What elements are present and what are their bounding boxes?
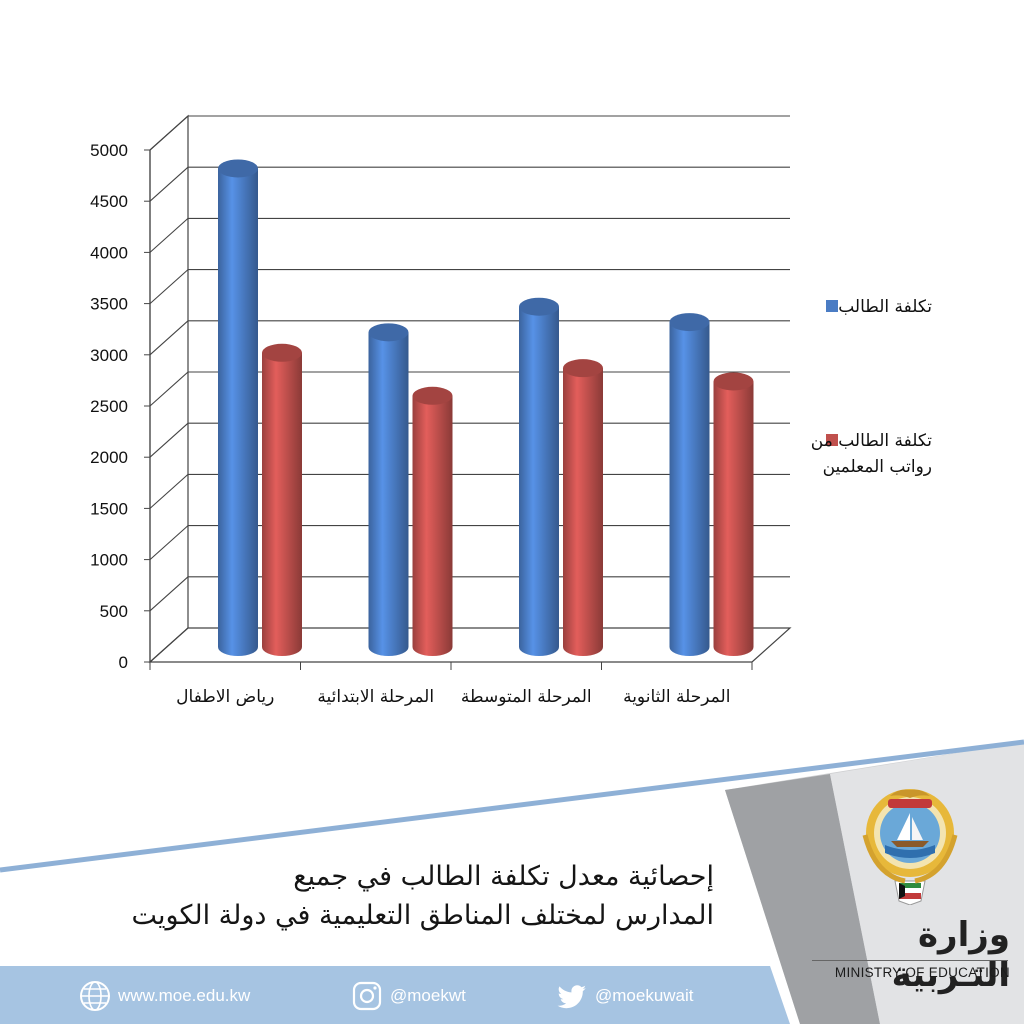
- y-tick-label: 4500: [90, 192, 128, 211]
- gridline-diagonal: [149, 217, 189, 253]
- bar: [412, 386, 453, 657]
- labels-layer: 0 500 1000 1500 2000 2500 3000 3500 4000 4500 5000…: [90, 141, 730, 707]
- footer-band: [0, 966, 790, 1024]
- gridline-diagonal: [149, 627, 189, 663]
- legend-swatch-red: [826, 434, 838, 446]
- ministry-name-arabic: وزارة التـربية: [891, 915, 1010, 995]
- gridline-diagonal: [149, 473, 189, 509]
- bar-top: [218, 159, 258, 178]
- bar-body: [368, 332, 409, 657]
- bar-top: [563, 359, 603, 378]
- y-tick-label: 4000: [90, 243, 128, 262]
- bar-body: [218, 168, 258, 657]
- chart-legend: تكلفة الطالب تكلفة الطالب من رواتب المعل…: [811, 290, 970, 490]
- bar: [519, 297, 559, 656]
- gray-panel-shade: [725, 774, 880, 1024]
- gridline-diagonal: [149, 525, 189, 561]
- y-tick-label: 1000: [90, 551, 128, 570]
- x-tick-label: المرحلة الثانوية: [623, 687, 730, 707]
- bars-layer: [218, 159, 754, 657]
- bar: [262, 343, 302, 656]
- caption-line-1: إحصائية معدل تكلفة الطالب في جميع: [293, 861, 714, 892]
- legend-label-line1: تكلفة الطالب من: [810, 431, 932, 451]
- bar-top: [262, 343, 302, 362]
- x-tick-label: المرحلة المتوسطة: [461, 687, 592, 707]
- gridline-diagonal: [149, 320, 189, 356]
- gridline-diagonal: [149, 115, 189, 151]
- caption-line-2: المدارس لمختلف المناطق التعليمية في دولة…: [131, 900, 714, 931]
- y-tick-label: 2000: [90, 448, 128, 467]
- footer-bar: www.moe.edu.kw @moekwt @moekuwait: [0, 965, 1024, 1024]
- twitter-text: @moekuwait: [595, 986, 694, 1005]
- y-tick-label: 1500: [90, 499, 128, 518]
- bar: [563, 359, 603, 656]
- twitter-icon: [557, 985, 586, 1009]
- website-text: www.moe.edu.kw: [118, 986, 251, 1005]
- bar-body: [262, 352, 302, 656]
- bar-top: [669, 313, 710, 332]
- bar-top: [412, 386, 453, 405]
- bar-top: [368, 323, 409, 342]
- ministry-divider: [812, 960, 1008, 961]
- bar-body: [713, 381, 754, 657]
- gridline-diagonal: [149, 269, 189, 305]
- gridline-diagonal: [149, 576, 189, 612]
- bar-body: [563, 368, 603, 656]
- y-tick-label: 3500: [90, 295, 128, 314]
- x-tick-label: المرحلة الابتدائية: [317, 687, 434, 707]
- legend-item-teacher-salaries: تكلفة الطالب من رواتب المعلمين: [811, 428, 970, 488]
- legend-label: تكلفة الطالب: [838, 297, 932, 317]
- ministry-name-english: MINISTRY OF EDUCATION: [834, 965, 1010, 980]
- bar-body: [412, 395, 453, 657]
- bar-chart: 0 500 1000 1500 2000 2500 3000 3500 4000 4500 5000…: [90, 114, 792, 707]
- y-tick-label: 0: [119, 653, 128, 672]
- bar: [368, 323, 409, 657]
- legend-item-student-cost: تكلفة الطالب: [820, 294, 970, 324]
- blue-divider-line: [0, 739, 1024, 873]
- instagram-text: @moekwt: [390, 986, 466, 1005]
- legend-swatch-blue: [826, 300, 838, 312]
- gridline-diagonal: [149, 371, 189, 407]
- instagram-icon: [352, 981, 382, 1011]
- y-tick-label: 5000: [90, 141, 128, 160]
- x-tick-label: رياض الاطفال: [176, 687, 274, 707]
- bar-top: [519, 297, 559, 316]
- globe-icon: [80, 981, 110, 1011]
- bar: [218, 159, 258, 657]
- bar: [713, 372, 754, 657]
- bar-body: [519, 306, 559, 656]
- y-tick-label: 2500: [90, 397, 128, 416]
- legend-label-line2: رواتب المعلمين: [822, 457, 932, 477]
- kuwait-emblem-logo: [855, 785, 965, 906]
- bar-body: [669, 322, 710, 657]
- gridline-diagonal: [149, 166, 189, 202]
- bar-top: [713, 372, 754, 391]
- gridline-diagonal: [149, 422, 189, 458]
- y-tick-label: 500: [100, 602, 128, 621]
- y-tick-label: 3000: [90, 346, 128, 365]
- bar: [669, 313, 710, 657]
